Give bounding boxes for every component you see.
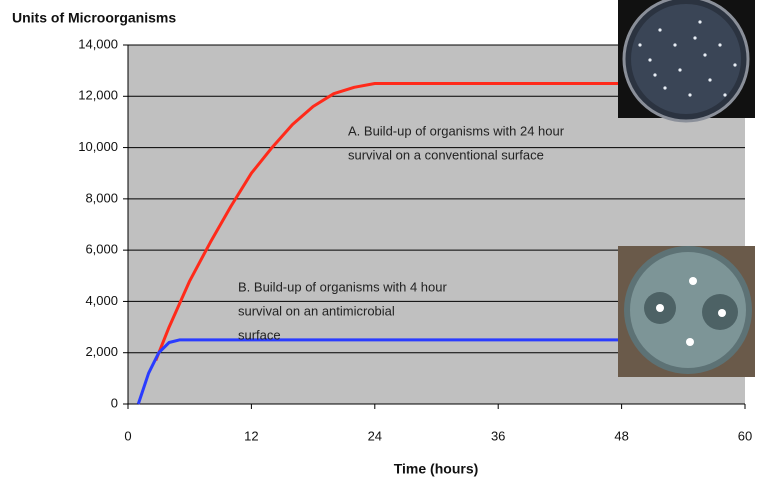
y-tick-label: 6,000 [85, 242, 118, 257]
x-tick-label: 12 [244, 428, 258, 443]
y-tick-label: 14,000 [78, 36, 118, 51]
y-tick-label: 12,000 [78, 88, 118, 103]
petri-dish-photo [618, 0, 755, 121]
annotation: survival on a conventional surface [348, 147, 544, 162]
x-tick-label: 36 [491, 428, 505, 443]
x-tick-label: 24 [368, 428, 382, 443]
page: {"chart_data": {"type": "line", "title":… [0, 0, 761, 489]
annotation: B. Build-up of organisms with 4 hour [238, 279, 447, 294]
x-tick-label: 48 [614, 428, 628, 443]
x-axis-title: Time (hours) [394, 461, 479, 477]
y-tick-label: 2,000 [85, 344, 118, 359]
chart-title: Units of Microorganisms [12, 10, 176, 26]
x-tick-label: 60 [738, 428, 752, 443]
y-tick-label: 8,000 [85, 190, 118, 205]
petri-dish-photo [618, 246, 755, 377]
y-tick-label: 10,000 [78, 139, 118, 154]
y-tick-label: 4,000 [85, 293, 118, 308]
chart: Units of Microorganisms Time (hours) 0 2,… [0, 0, 761, 489]
annotation: A. Build-up of organisms with 24 hour [348, 123, 565, 138]
annotation: surface [238, 327, 281, 342]
y-tick-label: 0 [111, 395, 118, 410]
annotation: survival on an antimicrobial [238, 303, 395, 318]
x-tick-label: 0 [124, 428, 131, 443]
